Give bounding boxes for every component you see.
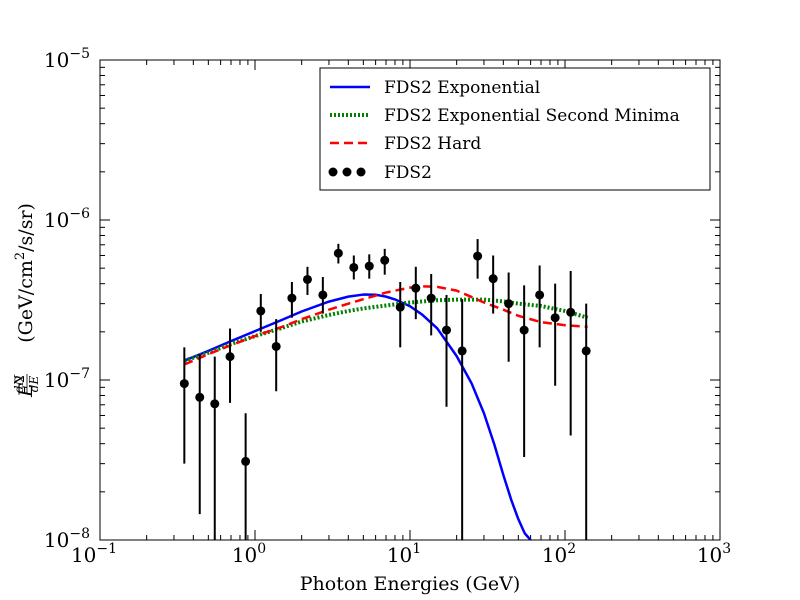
data-point — [566, 307, 576, 317]
y-axis-title-unit-a: (GeV/cm — [15, 260, 37, 343]
data-point — [411, 283, 421, 293]
data-point — [426, 293, 436, 303]
plot-frame — [99, 59, 721, 541]
data-point — [225, 352, 235, 362]
x-tick-label: 102 — [542, 541, 576, 567]
data-point — [287, 293, 297, 303]
data-point — [364, 261, 374, 271]
legend-label: FDS2 Exponential Second Minima — [384, 106, 680, 126]
data-point — [302, 274, 312, 284]
legend-label: FDS2 Hard — [384, 134, 481, 154]
legend-box — [319, 67, 711, 191]
legend-label: FDS2 — [384, 163, 432, 183]
y-axis-title-fraction-den: dE — [27, 376, 41, 393]
y-axis-title-unit-sup: 2 — [13, 252, 28, 260]
data-point — [504, 299, 514, 309]
data-point — [256, 306, 266, 316]
legend-label: FDS2 Exponential — [384, 78, 540, 98]
data-point — [380, 255, 390, 265]
data-point — [349, 262, 359, 272]
x-axis-title: Photon Energies (GeV) — [300, 573, 521, 595]
svg-text:E2 (GeV/cm2/s/sr): E2 (GeV/cm2/s/sr) — [13, 203, 37, 398]
legend-items: FDS2 Exponential FDS2 Exponential Second … — [328, 78, 680, 183]
data-point — [519, 325, 529, 335]
series-line-fds2-hard — [183, 285, 588, 366]
x-tick-label: 10−1 — [71, 541, 117, 567]
data-point — [395, 302, 405, 312]
x-tick-label: 100 — [232, 541, 266, 567]
data-point — [271, 341, 281, 351]
y-tick-label: 10−7 — [44, 366, 90, 392]
y-tick-label: 10−5 — [44, 46, 90, 72]
data-point — [179, 379, 189, 389]
series-layer — [179, 239, 591, 540]
data-point — [457, 346, 467, 356]
data-point — [318, 290, 328, 300]
y-axis-title-prefix: E — [15, 383, 37, 398]
data-point — [210, 399, 220, 409]
legend-swatch-point — [328, 167, 338, 177]
legend-swatch-point — [342, 167, 352, 177]
y-tick-label: 10−8 — [44, 526, 90, 552]
data-point — [535, 290, 545, 300]
series-line-fds2-exponential-second-minima — [183, 297, 589, 363]
data-point — [241, 456, 251, 466]
legend: FDS2 Exponential FDS2 Exponential Second … — [319, 67, 711, 191]
y-axis-title-fraction-num: dN — [12, 374, 26, 393]
series-line-fds2-exponential — [183, 293, 532, 540]
data-point — [488, 274, 498, 284]
y-axis-title-sup: 2 — [13, 375, 28, 383]
data-point — [442, 325, 452, 335]
data-point — [581, 346, 591, 356]
x-tick-label: 101 — [387, 541, 421, 567]
data-point — [195, 392, 205, 402]
data-point — [333, 248, 343, 258]
y-axis-title-unit-b: /s/sr) — [15, 203, 37, 252]
x-tick-label: 103 — [697, 541, 731, 567]
data-point — [550, 313, 560, 323]
data-point — [473, 251, 483, 261]
tick-labels: 10−1 100 101 102 103 10−8 10−7 10−6 10−5 — [44, 46, 731, 567]
legend-swatch-point — [356, 167, 366, 177]
y-axis-title: E2 (GeV/cm2/s/sr) dN dE — [12, 203, 41, 398]
y-tick-label: 10−6 — [44, 206, 90, 232]
